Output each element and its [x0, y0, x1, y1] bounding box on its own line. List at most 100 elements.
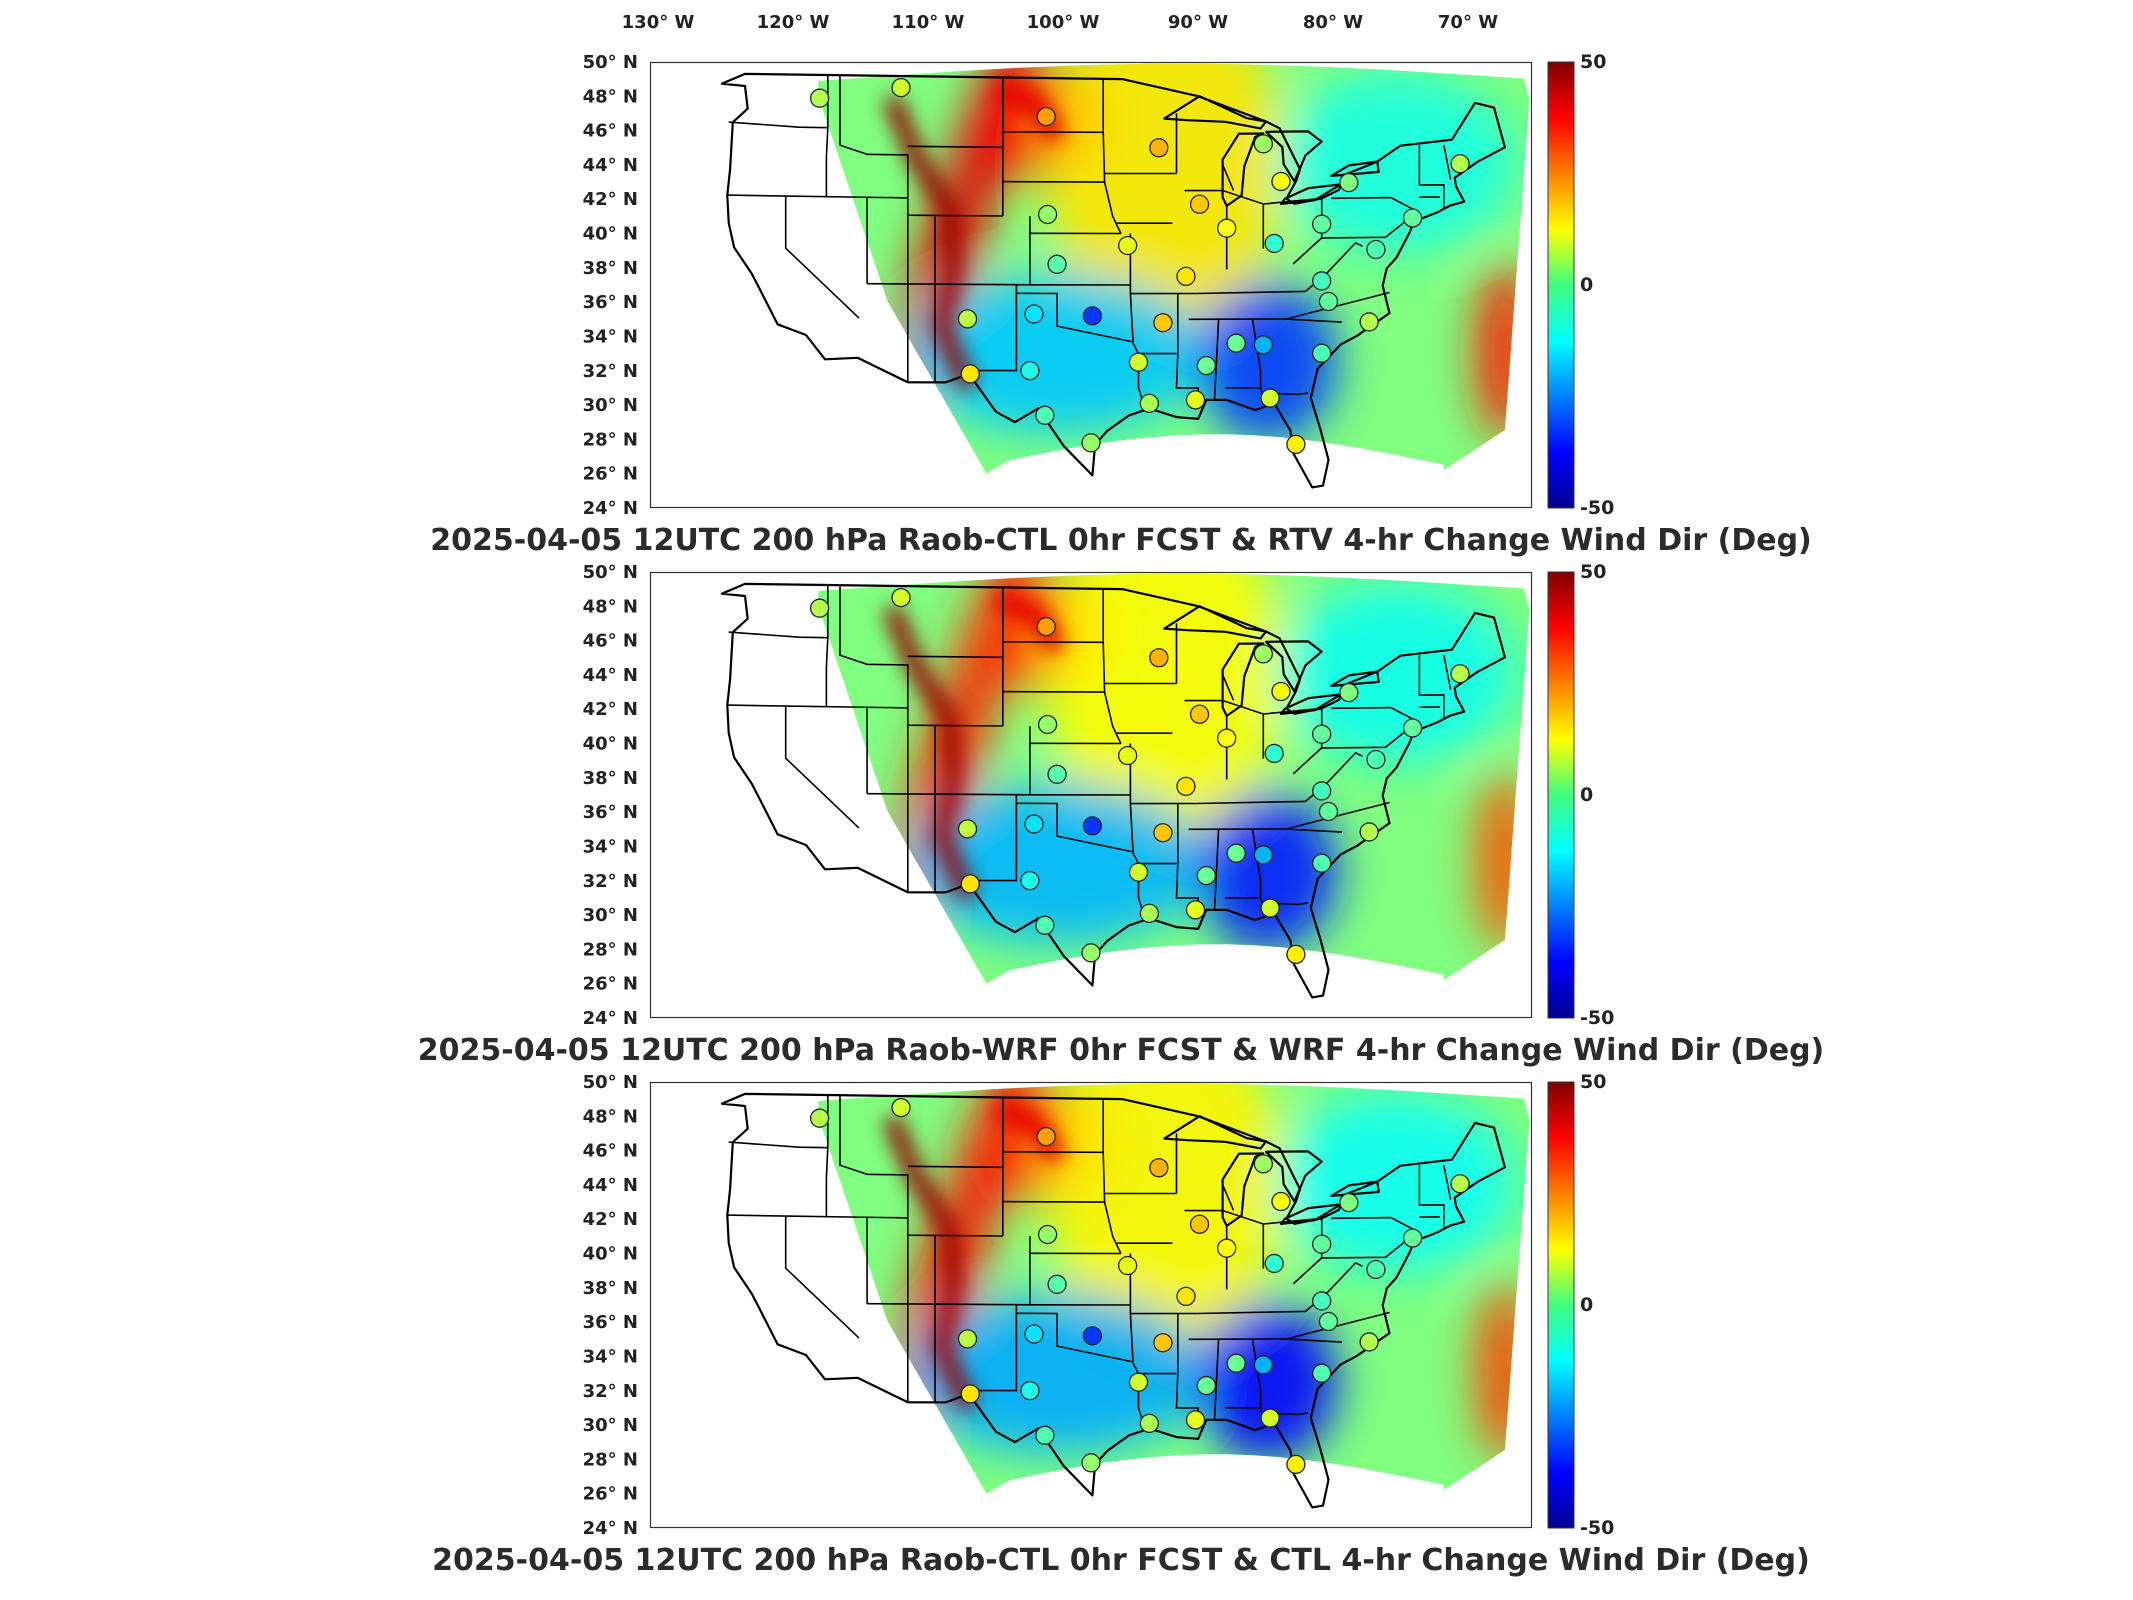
latitude-tick-label: 42° N — [583, 699, 638, 720]
jet-band — [991, 76, 1067, 145]
state-boundary — [839, 76, 1003, 217]
colorbar-tick-label: -50 — [1580, 1007, 1614, 1029]
raob-station-marker — [1318, 291, 1339, 312]
raob-station-marker — [1037, 204, 1058, 225]
state-boundary — [1129, 743, 1145, 916]
raob-station-marker — [1176, 1286, 1196, 1307]
latitude-tick-label: 24° N — [583, 498, 638, 519]
state-boundary — [1213, 319, 1220, 400]
state-boundary — [784, 706, 860, 829]
raob-station-marker — [960, 364, 980, 384]
state-boundary — [784, 1216, 860, 1339]
field-feature — [1276, 583, 1517, 764]
state-boundary — [867, 1302, 1131, 1306]
raob-station-marker — [1082, 1326, 1103, 1346]
state-boundary — [1102, 1099, 1122, 1254]
longitude-tick-label: 80° W — [1303, 12, 1363, 33]
raob-station-marker — [960, 874, 980, 894]
raob-station-marker — [1024, 814, 1044, 834]
state-boundary — [1418, 145, 1445, 209]
state-boundary — [1196, 290, 1306, 295]
raob-station-marker — [1020, 360, 1040, 381]
raob-station-marker — [1339, 1192, 1359, 1213]
raob-station-marker — [1217, 728, 1237, 748]
jet-band — [991, 586, 1067, 655]
raob-station-marker — [1339, 172, 1359, 193]
latitude-tick-label: 26° N — [583, 464, 638, 485]
state-boundary — [907, 1165, 1003, 1169]
raob-station-marker — [1117, 745, 1138, 766]
raob-station-marker — [1128, 1372, 1149, 1392]
raob-station-marker — [1312, 724, 1332, 744]
state-boundary — [907, 145, 1003, 149]
colorbar: 50 0 -50 — [1547, 51, 1614, 519]
raob-station-marker — [1286, 1454, 1306, 1475]
raob-station-marker — [1176, 266, 1196, 287]
latitude-tick-label: 44° N — [583, 155, 638, 176]
map-frame — [649, 61, 1533, 509]
raob-station-marker — [1402, 1228, 1423, 1248]
panel-title: 2025-04-05 12UTC 200 hPa Raob-CTL 0hr FC… — [430, 523, 1812, 558]
raob-station-marker — [809, 88, 830, 108]
colorbar-tick-label: 50 — [1580, 1071, 1606, 1093]
latitude-tick-label: 50° N — [583, 52, 638, 73]
raob-station-marker — [1037, 1224, 1058, 1245]
state-boundary — [1292, 747, 1323, 775]
latitude-tick-label: 36° N — [583, 292, 638, 313]
state-boundary — [1259, 897, 1309, 906]
raob-station-marker — [1312, 1363, 1332, 1383]
raob-station-marker — [1020, 870, 1040, 891]
raob-station-marker — [891, 1097, 911, 1118]
raob-station-marker — [1253, 845, 1273, 865]
raob-station-marker — [1312, 781, 1332, 801]
colorbar-tick-label: -50 — [1580, 1517, 1614, 1539]
raob-station-marker — [1128, 352, 1149, 372]
raob-station-marker — [1312, 1291, 1332, 1311]
latitude-tick-label: 38° N — [583, 768, 638, 789]
state-boundary — [1292, 237, 1323, 265]
state-boundary — [1002, 1200, 1105, 1203]
state-boundary — [967, 794, 1018, 882]
colorbar-tick-label: 0 — [1580, 784, 1593, 806]
raob-station-marker — [1264, 1253, 1284, 1274]
raob-station-marker — [1312, 1234, 1332, 1254]
latitude-tick-label: 46° N — [583, 631, 638, 652]
map-panel: 50° N 48° N 46° N 44° N 42° N 40° N 38° N 36° N… — [418, 561, 1825, 1068]
raob-station-marker — [809, 1108, 830, 1128]
colorbar-tick-label: 0 — [1580, 274, 1593, 296]
state-boundary — [1129, 1253, 1145, 1426]
raob-station-marker — [1037, 714, 1058, 735]
field-feature — [1276, 1093, 1517, 1274]
raob-station-marker — [1024, 1324, 1044, 1344]
raob-station-marker — [1226, 843, 1246, 863]
us-coastline — [720, 582, 1506, 999]
raob-station-marker — [957, 819, 978, 839]
panel-title: 2025-04-05 12UTC 200 hPa Raob-CTL 0hr FC… — [432, 1543, 1810, 1578]
colorbar-tick-label: -50 — [1580, 497, 1614, 519]
state-boundary — [1259, 1407, 1309, 1416]
state-boundary — [1129, 233, 1145, 406]
map-panel: 50° N 48° N 46° N 44° N 42° N 40° N 38° N 36° N… — [432, 1071, 1810, 1578]
raob-station-marker — [1271, 171, 1291, 192]
raob-station-marker — [1312, 214, 1332, 234]
latitude-tick-label: 28° N — [583, 939, 638, 960]
state-boundary — [967, 1304, 1018, 1392]
latitude-tick-label: 30° N — [583, 1415, 638, 1436]
state-boundary — [1418, 1165, 1445, 1229]
state-boundary — [1443, 654, 1452, 690]
latitude-tick-label: 34° N — [583, 836, 638, 857]
state-boundary — [1283, 828, 1343, 833]
great-lake-outline — [1163, 605, 1268, 640]
raob-station-marker — [1035, 1425, 1055, 1445]
raob-station-marker — [1196, 1375, 1216, 1396]
latitude-tick-label: 38° N — [583, 258, 638, 279]
great-lake-outline — [1264, 640, 1323, 693]
latitude-tick-label: 28° N — [583, 429, 638, 450]
field-feature — [1276, 73, 1517, 254]
latitude-tick-label: 34° N — [583, 326, 638, 347]
raob-station-marker — [1260, 898, 1280, 918]
latitude-tick-label: 40° N — [583, 224, 638, 245]
raob-station-marker — [1217, 1238, 1237, 1258]
raob-station-marker — [1318, 801, 1339, 822]
raob-station-marker — [891, 77, 911, 98]
